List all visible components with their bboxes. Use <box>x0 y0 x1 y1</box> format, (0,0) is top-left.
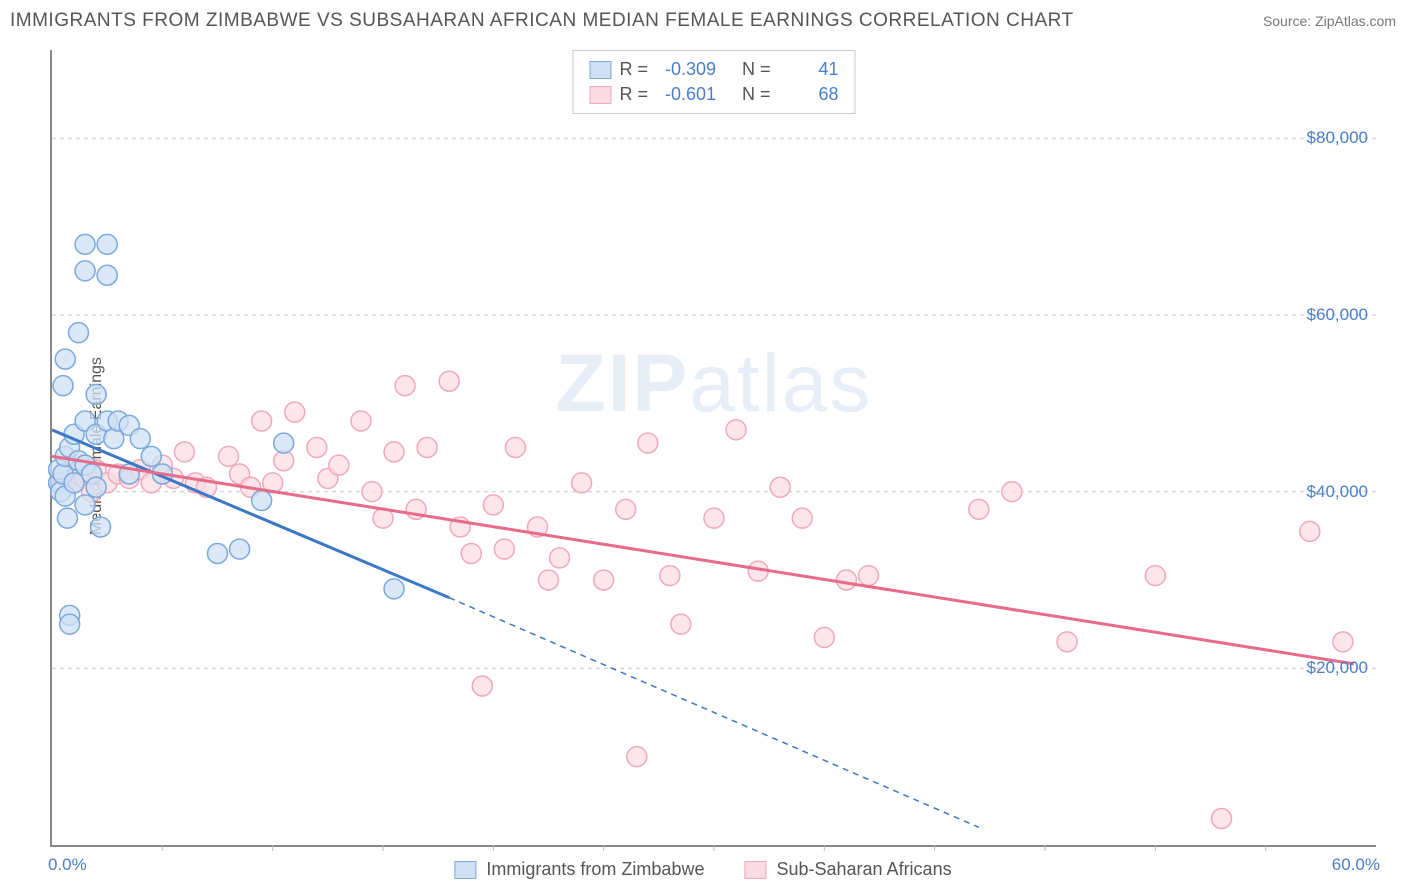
n-value-1: 68 <box>779 82 839 107</box>
swatch-series-1 <box>589 86 611 104</box>
legend-label-1: Sub-Saharan Africans <box>776 859 951 880</box>
legend-label-0: Immigrants from Zimbabwe <box>486 859 704 880</box>
n-value-0: 41 <box>779 57 839 82</box>
swatch-bottom-0 <box>454 861 476 879</box>
xtick-start: 0.0% <box>48 855 87 875</box>
r-value-1: -0.601 <box>656 82 716 107</box>
r-value-0: -0.309 <box>656 57 716 82</box>
ytick-label: $80,000 <box>1307 128 1368 148</box>
r-label: R = <box>619 57 648 82</box>
n-label: N = <box>742 57 771 82</box>
bottom-legend: Immigrants from Zimbabwe Sub-Saharan Afr… <box>454 859 951 880</box>
stats-row-0: R = -0.309 N = 41 <box>589 57 838 82</box>
plot-area: ZIPatlas R = -0.309 N = 41 R = -0.601 N … <box>50 50 1376 847</box>
swatch-bottom-1 <box>744 861 766 879</box>
legend-item-1: Sub-Saharan Africans <box>744 859 951 880</box>
chart-source: Source: ZipAtlas.com <box>1263 13 1396 29</box>
ytick-label: $40,000 <box>1307 482 1368 502</box>
xtick-end: 60.0% <box>1332 855 1380 875</box>
chart-title: IMMIGRANTS FROM ZIMBABWE VS SUBSAHARAN A… <box>10 10 1074 32</box>
legend-item-0: Immigrants from Zimbabwe <box>454 859 704 880</box>
n-label: N = <box>742 82 771 107</box>
ytick-label: $20,000 <box>1307 658 1368 678</box>
swatch-series-0 <box>589 61 611 79</box>
chart-svg <box>52 50 1376 845</box>
r-label: R = <box>619 82 648 107</box>
stats-legend: R = -0.309 N = 41 R = -0.601 N = 68 <box>572 50 855 114</box>
ytick-label: $60,000 <box>1307 305 1368 325</box>
stats-row-1: R = -0.601 N = 68 <box>589 82 838 107</box>
